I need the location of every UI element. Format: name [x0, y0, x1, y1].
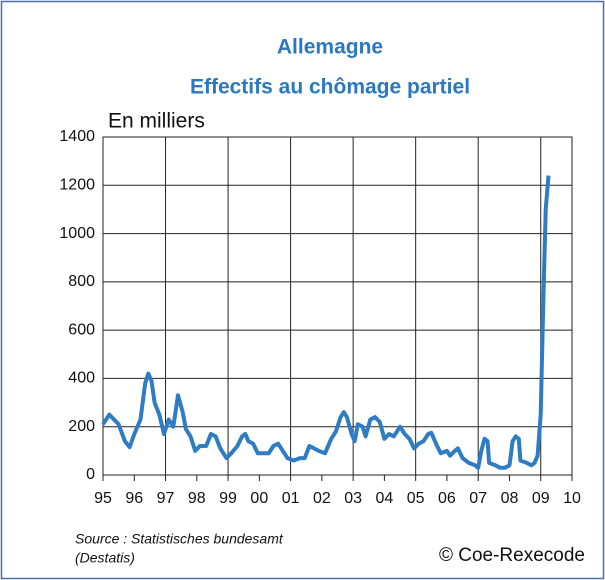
y-tick-label: 0 [86, 466, 95, 483]
chart-subtitle: Effectifs au chômage partiel [190, 76, 470, 99]
x-tick-label: 00 [250, 490, 268, 507]
x-tick-label: 05 [407, 490, 425, 507]
y-tick-label: 400 [68, 370, 95, 387]
y-tick-label: 800 [68, 273, 95, 290]
y-tick-label: 600 [68, 321, 95, 338]
source: Source : Statistisches bundesamt [75, 531, 284, 547]
y-tick-label: 1200 [59, 177, 95, 194]
x-tick-label: 04 [376, 490, 394, 507]
x-tick-label: 06 [438, 490, 456, 507]
y-tick-label: 200 [68, 418, 95, 435]
x-tick-label: 03 [344, 490, 362, 507]
credit: © Coe-Rexecode [439, 545, 585, 566]
source: (Destatis) [75, 550, 135, 566]
y-axis-label: En milliers [108, 110, 205, 133]
chart-title: Allemagne [277, 36, 383, 59]
x-tick-label: 07 [469, 490, 487, 507]
x-tick-label: 95 [94, 490, 112, 507]
x-tick-label: 02 [313, 490, 331, 507]
data-line [101, 175, 551, 470]
x-tick-label: 10 [563, 490, 581, 507]
y-tick-label: 1400 [59, 128, 95, 145]
x-tick-label: 98 [188, 490, 206, 507]
x-tick-label: 97 [157, 490, 175, 507]
y-tick-label: 1000 [59, 225, 95, 242]
x-tick-label: 09 [532, 490, 550, 507]
x-tick-label: 96 [125, 490, 143, 507]
x-tick-label: 08 [501, 490, 519, 507]
x-tick-label: 99 [219, 490, 237, 507]
x-tick-label: 01 [282, 490, 300, 507]
